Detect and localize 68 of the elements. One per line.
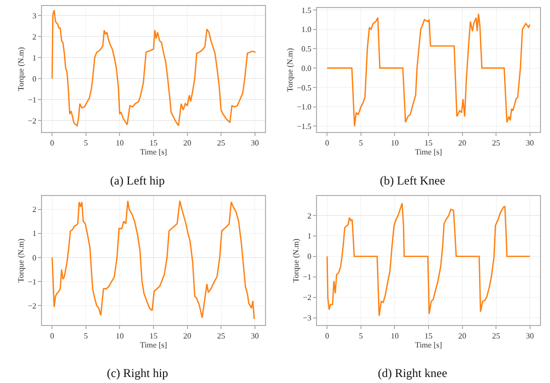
y-tick-label: 0 [32, 253, 36, 262]
y-axis-title: Torque (N.m) [16, 46, 26, 91]
y-tick-label: −2 [302, 293, 312, 302]
x-tick-label: 20 [458, 138, 466, 148]
y-axis-title: Torque (N.m) [286, 48, 295, 92]
text: (b) Left Knee [380, 173, 446, 188]
x-axis-title: Time [s] [414, 148, 442, 157]
y-tick-label: 2 [32, 205, 36, 214]
x-tick-label: 20 [183, 332, 192, 341]
y-axis-title: Torque (N.m) [292, 238, 301, 282]
x-tick-label: 25 [492, 332, 500, 341]
y-tick-label: −1.5 [296, 122, 312, 131]
y-tick-label: −1.0 [296, 102, 312, 112]
line-series [326, 13, 531, 127]
y-axis-title: Torque (N.m) [16, 238, 26, 282]
x-tick-label: 25 [217, 138, 226, 148]
x-tick-label: 0 [325, 332, 330, 341]
y-tick-label: 1.0 [301, 25, 312, 34]
y-tick-label: 0 [307, 252, 312, 262]
x-tick-label: 15 [424, 138, 432, 148]
x-tick-label: 5 [358, 138, 363, 148]
y-tick-label: −1 [28, 277, 36, 286]
x-tick-label: 30 [526, 332, 534, 341]
y-tick-label: −2 [28, 116, 36, 126]
x-tick-label: 15 [150, 332, 158, 341]
line-series [51, 10, 256, 126]
x-axis-title: Time [s] [140, 340, 168, 350]
x-tick-label: 5 [358, 332, 363, 341]
y-tick-label: 3 [32, 11, 36, 20]
x-tick-label: 25 [217, 332, 226, 341]
y-tick-label: −2 [28, 302, 36, 311]
x-tick-label: 5 [84, 138, 88, 148]
y-tick-label: 0.0 [301, 64, 312, 73]
text: (d) Right knee [378, 366, 448, 380]
x-tick-label: 10 [390, 332, 399, 341]
x-tick-label: 10 [116, 138, 124, 148]
x-tick-label: 0 [50, 332, 54, 341]
y-tick-label: −0.5 [296, 83, 312, 92]
line-series [326, 202, 531, 316]
y-tick-label: 0.5 [301, 44, 312, 54]
y-tick-label: 2 [32, 32, 36, 42]
x-tick-label: 10 [390, 138, 399, 148]
y-tick-label: 1 [32, 53, 36, 62]
x-tick-label: 0 [325, 138, 330, 148]
x-tick-label: 30 [526, 138, 534, 148]
x-tick-label: 20 [183, 138, 192, 148]
x-tick-label: 0 [50, 138, 54, 148]
x-tick-label: 15 [424, 332, 432, 341]
x-axis-title: Time [s] [414, 340, 442, 350]
y-tick-label: −1 [28, 95, 36, 104]
x-tick-label: 5 [84, 332, 88, 341]
y-tick-label: 2 [307, 211, 312, 220]
x-tick-label: 30 [250, 138, 259, 148]
x-tick-label: 10 [116, 332, 124, 341]
text: (a) Left hip [110, 173, 165, 188]
x-tick-label: 30 [250, 332, 259, 341]
y-tick-label: 1 [307, 232, 312, 241]
y-tick-label: 0 [32, 74, 36, 84]
x-axis-title: Time [s] [140, 148, 168, 157]
x-tick-label: 25 [492, 138, 500, 148]
x-tick-label: 20 [458, 332, 466, 341]
x-tick-label: 15 [150, 138, 158, 148]
line-series [51, 200, 255, 320]
y-tick-label: −1 [302, 272, 312, 282]
y-tick-label: 1.5 [301, 6, 312, 15]
text: (c) Right hip [106, 366, 168, 380]
y-tick-label: 1 [32, 229, 36, 238]
y-tick-label: −3 [302, 314, 312, 323]
